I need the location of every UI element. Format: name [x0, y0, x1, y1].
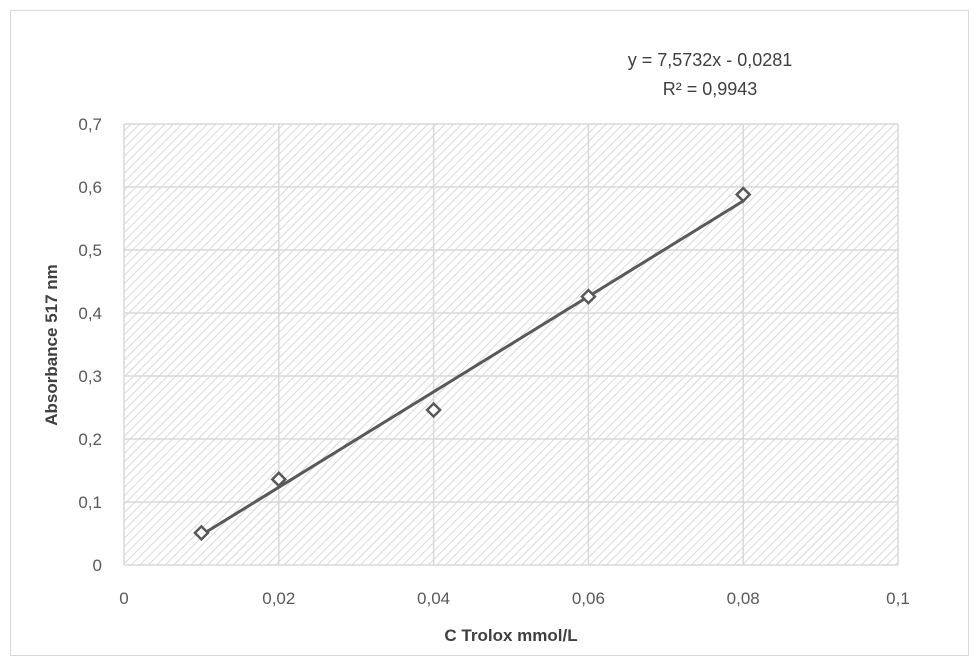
- x-tick-label: 0: [119, 589, 128, 608]
- x-tick-label: 0,08: [727, 589, 760, 608]
- data-points: [193, 186, 752, 542]
- y-tick-label: 0,4: [78, 304, 102, 323]
- y-tick-label: 0,6: [78, 178, 102, 197]
- data-point: [425, 401, 442, 419]
- x-axis-title: C Trolox mmol/L: [444, 626, 577, 645]
- y-tick-label: 0,1: [78, 493, 102, 512]
- y-tick-label: 0,5: [78, 241, 102, 260]
- gridlines: [123, 123, 899, 566]
- trendline-group: [199, 199, 745, 537]
- data-point: [193, 524, 210, 542]
- trendline-equation: y = 7,5732x - 0,0281: [628, 50, 793, 70]
- x-tick-label: 0,02: [262, 589, 295, 608]
- r-squared-label: R² = 0,9943: [663, 79, 758, 99]
- y-tick-labels: 0 0,1 0,2 0,3 0,4 0,5 0,6 0,7: [78, 115, 102, 575]
- x-tick-label: 0,06: [572, 589, 605, 608]
- data-point: [270, 471, 288, 488]
- data-point: [734, 186, 752, 203]
- data-point: [580, 288, 597, 305]
- x-tick-label: 0,1: [886, 589, 910, 608]
- y-tick-label: 0,3: [78, 367, 102, 386]
- y-tick-label: 0: [93, 556, 102, 575]
- x-tick-label: 0,04: [417, 589, 450, 608]
- x-tick-labels: 0 0,02 0,04 0,06 0,08 0,1: [119, 589, 910, 608]
- trendline: [199, 199, 745, 537]
- y-axis-title: Absorbance 517 nm: [42, 264, 61, 426]
- y-tick-label: 0,2: [78, 430, 102, 449]
- y-tick-label: 0,7: [78, 115, 102, 134]
